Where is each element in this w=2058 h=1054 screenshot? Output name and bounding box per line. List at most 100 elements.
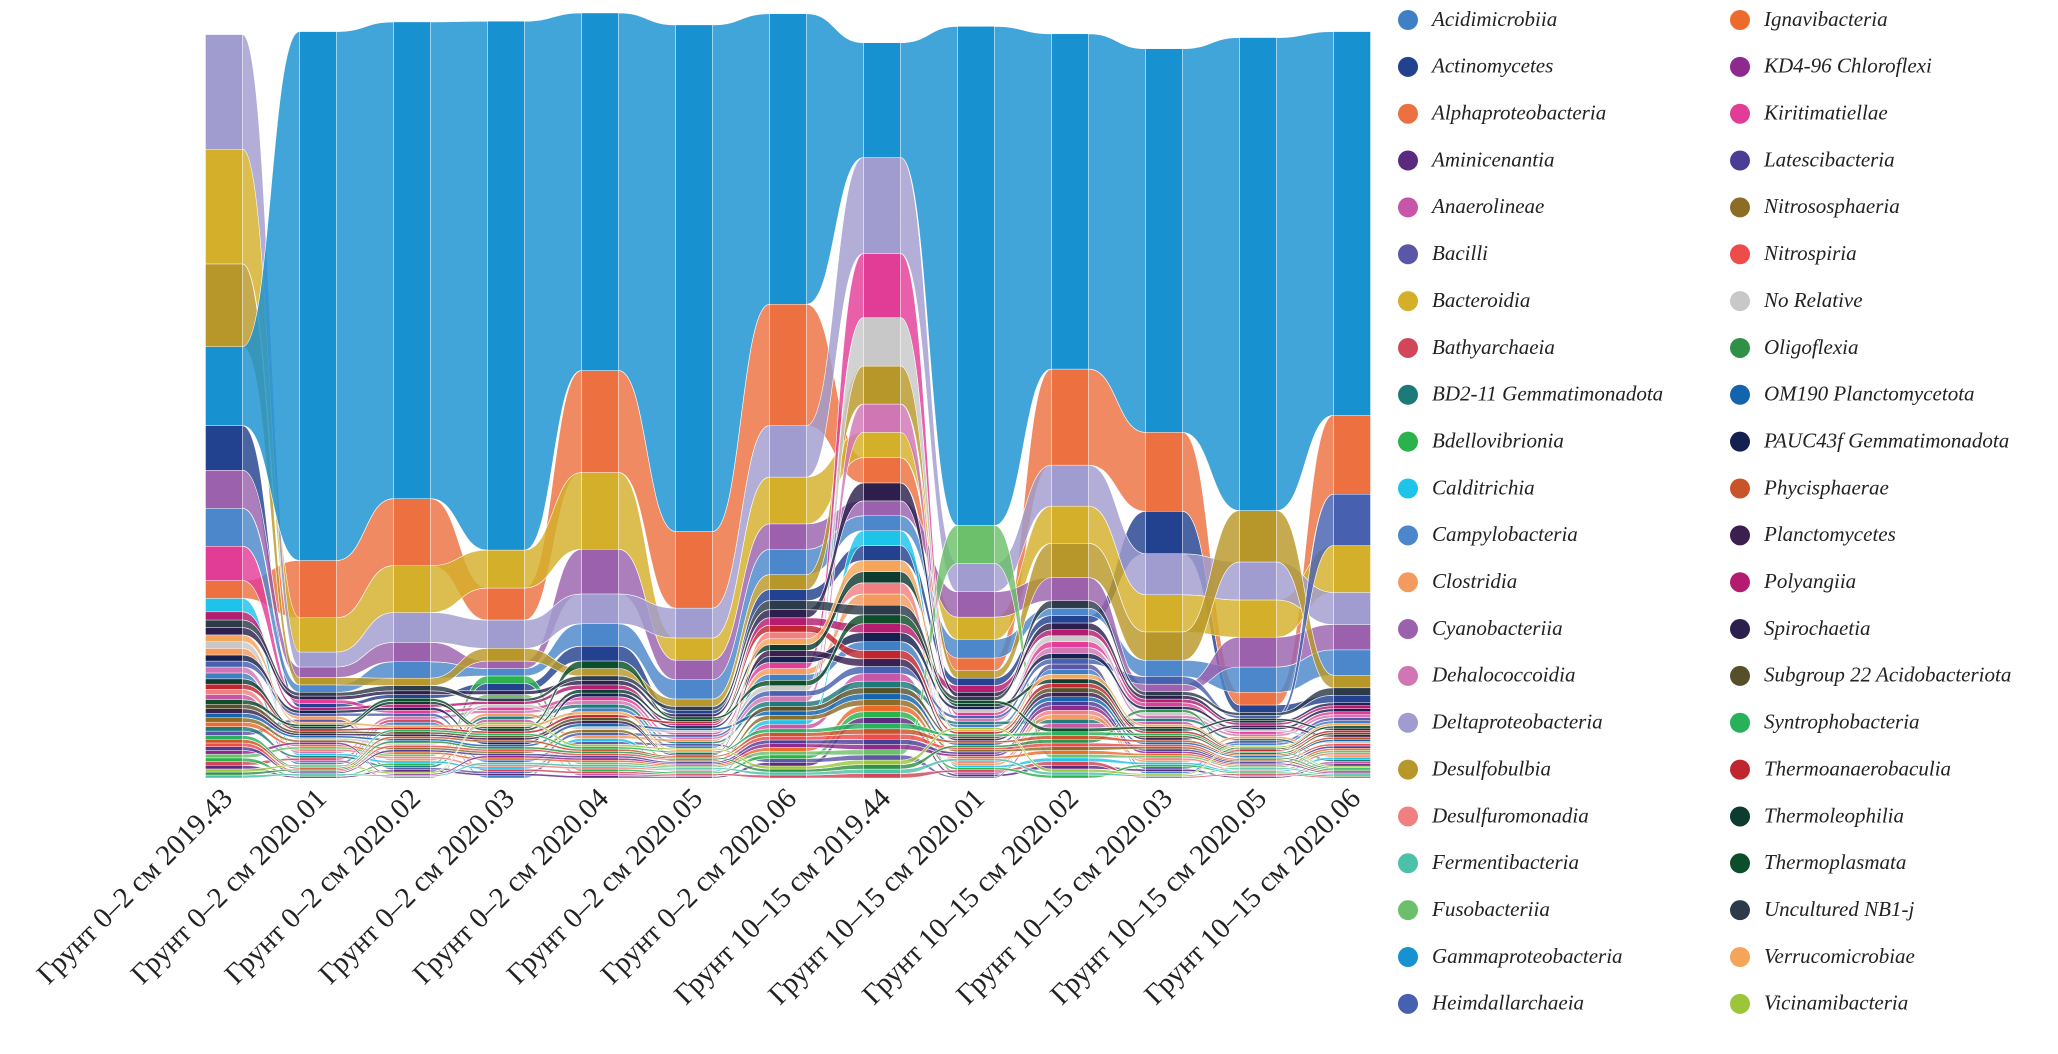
bar-segment bbox=[1239, 718, 1277, 721]
bar-segment bbox=[205, 634, 243, 642]
bar-segment bbox=[863, 560, 901, 572]
bar-segment bbox=[957, 758, 995, 762]
bar-segment bbox=[581, 764, 619, 768]
bar-segment bbox=[1333, 774, 1371, 777]
bar-segment bbox=[1333, 592, 1371, 625]
bar-segment bbox=[1239, 764, 1277, 767]
bar-segment bbox=[581, 729, 619, 733]
bar-segment bbox=[1145, 728, 1183, 732]
bar-segment bbox=[1239, 738, 1277, 741]
bar-segment bbox=[957, 706, 995, 710]
bar-segment bbox=[581, 746, 619, 750]
bar-segment bbox=[769, 732, 807, 737]
bar-segment bbox=[1239, 729, 1277, 733]
bar-segment bbox=[1239, 742, 1277, 746]
legend-label: Nitrososphaeria bbox=[1763, 194, 1900, 218]
bar-segment bbox=[1333, 687, 1371, 696]
bar-segment bbox=[1239, 759, 1277, 762]
bar-segment bbox=[581, 680, 619, 686]
bar-segment bbox=[487, 746, 525, 750]
bar-segment bbox=[393, 707, 431, 711]
bar-segment bbox=[581, 549, 619, 595]
bar-segment bbox=[769, 750, 807, 756]
bar-segment bbox=[205, 708, 243, 714]
bar-segment bbox=[393, 677, 431, 686]
bar-segment bbox=[1333, 773, 1371, 776]
bar-segment bbox=[1239, 746, 1277, 749]
bar-segment bbox=[769, 736, 807, 741]
bar-segment bbox=[675, 749, 713, 752]
bar-segment bbox=[1051, 727, 1089, 733]
bar-segment bbox=[957, 733, 995, 737]
legend-label: Gammaproteobacteria bbox=[1432, 944, 1623, 968]
bar-segment bbox=[487, 694, 525, 699]
bar-segment bbox=[205, 263, 243, 347]
legend-label: BD2-11 Gemmatimonadota bbox=[1432, 382, 1663, 406]
bar-segment bbox=[299, 721, 337, 725]
bar-segment bbox=[393, 685, 431, 692]
bar-segment bbox=[1145, 750, 1183, 754]
flow bbox=[1182, 37, 1240, 511]
legend-marker bbox=[1398, 665, 1418, 686]
bar-segment bbox=[1239, 736, 1277, 739]
bar-segment bbox=[675, 770, 713, 773]
bar-segment bbox=[1333, 730, 1371, 733]
bar-segment bbox=[205, 678, 243, 685]
bar-segment bbox=[1239, 765, 1277, 768]
bar-segment bbox=[487, 750, 525, 754]
bar-segment bbox=[1239, 753, 1277, 756]
bar-segment bbox=[299, 735, 337, 738]
bar-segment bbox=[1145, 757, 1183, 761]
bar-segment bbox=[393, 736, 431, 739]
bar-segment bbox=[487, 728, 525, 732]
bar-segment bbox=[487, 764, 525, 768]
bar-segment bbox=[393, 769, 431, 773]
bar-segment bbox=[1333, 756, 1371, 760]
legend-marker bbox=[1398, 572, 1418, 593]
legend-marker bbox=[1730, 197, 1750, 218]
bar-segment bbox=[205, 735, 243, 740]
bar-segment bbox=[675, 730, 713, 733]
bar-segment bbox=[581, 645, 619, 662]
bar-segment bbox=[393, 756, 431, 759]
bar-segment bbox=[1145, 755, 1183, 759]
bar-segment bbox=[957, 712, 995, 716]
bar-segment bbox=[1051, 746, 1089, 751]
bar-segment bbox=[863, 693, 901, 700]
legend-label: Ignavibacteria bbox=[1763, 7, 1888, 31]
bar-segment bbox=[393, 704, 431, 708]
bar-segment bbox=[205, 694, 243, 700]
bar-segment bbox=[205, 660, 243, 668]
bar-segment bbox=[1239, 510, 1277, 563]
bar-segment bbox=[393, 724, 431, 728]
bar-segment bbox=[1239, 561, 1277, 601]
bar-segment bbox=[675, 758, 713, 761]
legend-label: Aminicenantia bbox=[1430, 147, 1554, 171]
legend-marker bbox=[1398, 103, 1418, 124]
bar-segment bbox=[1333, 771, 1371, 774]
bar-segment bbox=[581, 766, 619, 770]
bar-segment bbox=[863, 650, 901, 660]
bar-segment bbox=[299, 695, 337, 700]
legend-marker bbox=[1730, 759, 1750, 780]
bar-segment bbox=[675, 706, 713, 711]
bar-segment bbox=[393, 774, 431, 777]
bar-segment bbox=[299, 730, 337, 734]
bar-segment bbox=[581, 593, 619, 625]
bar-segment bbox=[769, 638, 807, 645]
bar-segment bbox=[581, 704, 619, 709]
bar-segment bbox=[957, 670, 995, 679]
bar-segment bbox=[675, 743, 713, 747]
legend-label: OM190 Planctomycetota bbox=[1764, 382, 1975, 406]
bar-segment bbox=[1239, 666, 1277, 693]
flows bbox=[242, 12, 1334, 779]
bar-segment bbox=[1051, 669, 1089, 675]
bar-segment bbox=[581, 675, 619, 681]
bar-segment bbox=[675, 755, 713, 758]
bar-segment bbox=[1145, 48, 1183, 433]
bar-segment bbox=[863, 699, 901, 706]
bar-segment bbox=[769, 589, 807, 601]
bar-segment bbox=[299, 684, 337, 693]
bar-segment bbox=[1145, 773, 1183, 776]
